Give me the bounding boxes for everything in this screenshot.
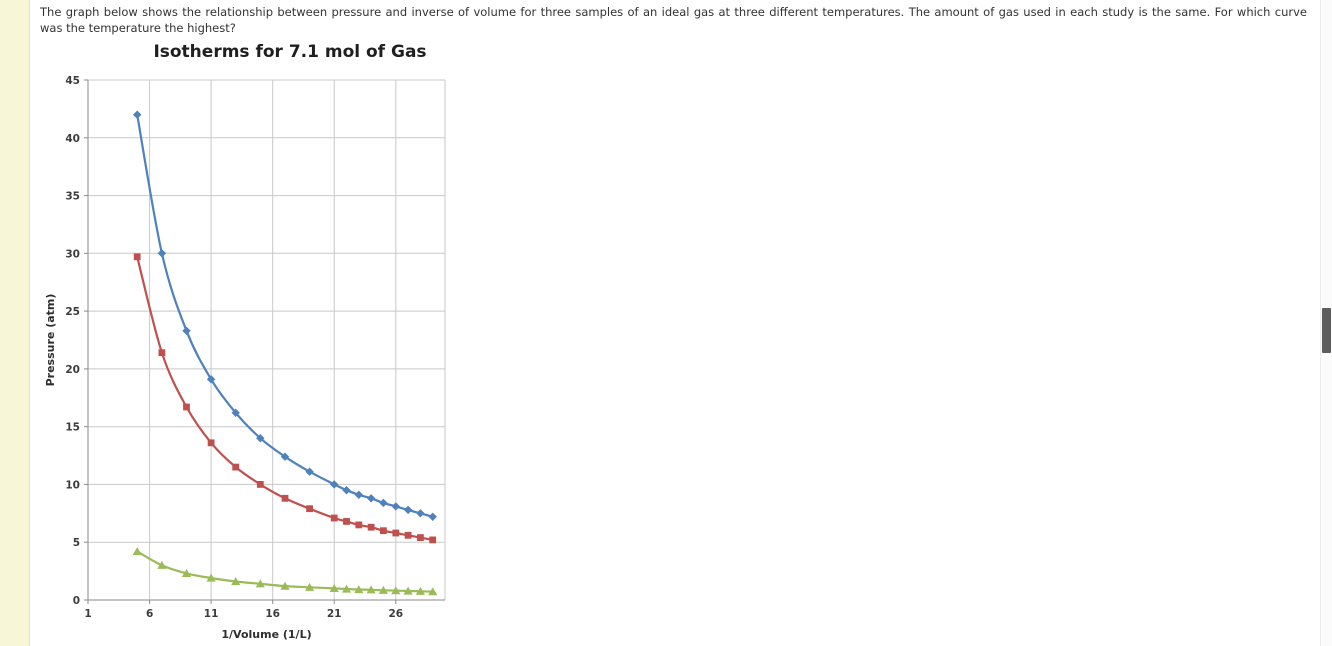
marker-diamond xyxy=(366,494,376,503)
marker-triangle xyxy=(415,586,425,595)
y-tick-label: 30 xyxy=(65,248,80,260)
marker-triangle xyxy=(181,569,192,577)
marker-square xyxy=(330,514,338,522)
y-axis-label: Pressure (atm) xyxy=(44,294,57,387)
page-left-margin-strip xyxy=(0,0,30,646)
y-tick-label: 40 xyxy=(65,133,80,145)
marker-diamond xyxy=(330,480,339,489)
marker-triangle xyxy=(366,585,376,594)
marker-triangle xyxy=(329,584,339,592)
y-tick-label: 5 xyxy=(73,537,80,549)
marker-triangle xyxy=(341,584,352,593)
marker-triangle xyxy=(231,577,241,586)
marker-triangle xyxy=(378,585,388,594)
marker-diamond xyxy=(206,375,216,384)
y-tick-label: 25 xyxy=(65,306,80,318)
marker-triangle xyxy=(255,579,265,588)
scrollbar-thumb[interactable] xyxy=(1322,308,1331,353)
marker-square xyxy=(429,536,437,544)
x-tick-label: 11 xyxy=(204,608,219,620)
marker-triangle xyxy=(428,587,438,596)
marker-diamond xyxy=(379,498,388,508)
question-text: The graph below shows the relationship b… xyxy=(40,5,1307,35)
marker-square xyxy=(367,523,375,531)
marker-triangle xyxy=(132,547,142,556)
marker-diamond xyxy=(391,502,400,511)
marker-square xyxy=(183,403,190,411)
marker-diamond xyxy=(305,467,314,476)
chart-title: Isotherms for 7.1 mol of Gas xyxy=(153,42,427,62)
isotherm-chart: Isotherms for 7.1 mol of Gas 0 5 10 15 20 25 3… xyxy=(40,42,1307,644)
y-tick-label: 10 xyxy=(65,479,80,491)
scrollbar-track[interactable] xyxy=(1320,0,1332,646)
x-tick-label: 1 xyxy=(84,608,91,620)
x-tick-label: 6 xyxy=(146,608,153,620)
marker-diamond xyxy=(256,434,265,443)
marker-diamond xyxy=(428,512,437,521)
marker-square xyxy=(281,494,289,502)
marker-diamond xyxy=(280,452,290,461)
marker-triangle xyxy=(354,585,364,594)
marker-diamond xyxy=(354,490,363,499)
marker-square xyxy=(392,529,400,537)
marker-diamond xyxy=(157,249,167,258)
marker-square xyxy=(232,463,240,471)
y-tick-label: 20 xyxy=(65,364,80,376)
marker-square xyxy=(343,518,350,525)
marker-square xyxy=(417,534,424,541)
marker-diamond xyxy=(342,486,351,495)
marker-triangle xyxy=(157,560,167,569)
marker-square xyxy=(355,521,363,529)
marker-square xyxy=(404,531,412,539)
x-tick-label: 21 xyxy=(327,608,342,620)
marker-square xyxy=(256,481,264,488)
marker-triangle xyxy=(280,581,290,590)
y-tick-label: 35 xyxy=(65,191,80,203)
x-tick-label: 16 xyxy=(265,608,280,620)
marker-diamond xyxy=(182,326,191,335)
marker-square xyxy=(380,527,387,535)
y-tick-label: 45 xyxy=(65,75,80,87)
marker-square xyxy=(207,439,215,447)
marker-triangle xyxy=(206,573,216,582)
marker-square xyxy=(133,253,141,261)
marker-diamond xyxy=(231,408,240,417)
marker-triangle xyxy=(403,586,413,595)
marker-diamond xyxy=(403,505,413,515)
y-tick-label: 15 xyxy=(65,422,80,434)
marker-square xyxy=(158,349,166,357)
x-axis-label: 1/Volume (1/L) xyxy=(221,628,311,641)
marker-diamond xyxy=(416,509,425,518)
marker-triangle xyxy=(305,582,315,591)
y-tick-label: 0 xyxy=(73,595,80,607)
x-tick-label: 26 xyxy=(388,608,403,620)
marker-triangle xyxy=(391,586,401,595)
marker-diamond xyxy=(133,110,142,119)
marker-square xyxy=(306,505,313,513)
question-page: The graph below shows the relationship b… xyxy=(31,0,1320,646)
